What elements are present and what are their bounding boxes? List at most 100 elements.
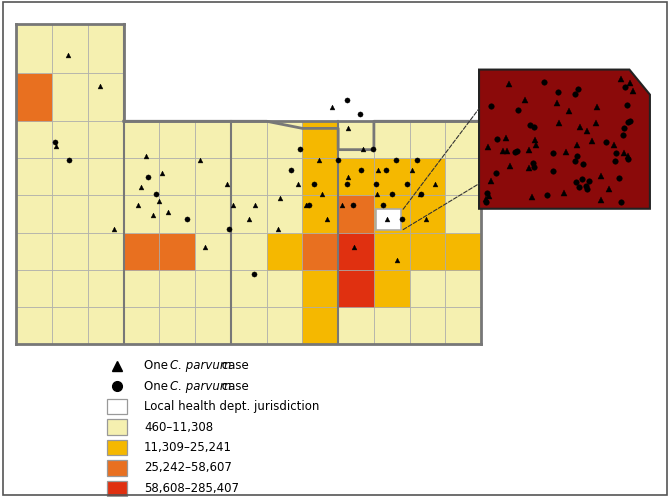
- Bar: [159, 233, 195, 270]
- Bar: [409, 195, 446, 233]
- Text: 11,309–25,241: 11,309–25,241: [144, 441, 232, 454]
- Bar: [88, 73, 124, 121]
- Bar: [338, 233, 374, 270]
- Bar: [338, 159, 374, 195]
- Bar: [107, 481, 127, 496]
- Bar: [159, 159, 195, 195]
- Bar: [124, 195, 159, 233]
- Bar: [124, 159, 159, 195]
- Bar: [195, 121, 231, 159]
- Bar: [267, 159, 302, 195]
- Bar: [302, 121, 338, 159]
- Bar: [231, 233, 267, 270]
- Bar: [17, 195, 52, 233]
- Bar: [267, 270, 302, 307]
- Bar: [302, 307, 338, 344]
- Text: case: case: [218, 380, 249, 393]
- Bar: [124, 307, 159, 344]
- Bar: [88, 307, 124, 344]
- Text: One: One: [144, 359, 172, 372]
- Bar: [17, 159, 52, 195]
- Bar: [231, 159, 267, 195]
- Bar: [267, 307, 302, 344]
- Bar: [159, 195, 195, 233]
- Bar: [446, 270, 481, 307]
- Bar: [338, 195, 374, 233]
- Bar: [446, 195, 481, 233]
- Bar: [17, 24, 52, 73]
- Bar: [374, 121, 409, 159]
- Bar: [107, 419, 127, 435]
- Text: C. parvum: C. parvum: [170, 359, 231, 372]
- Bar: [302, 233, 338, 270]
- Bar: [302, 195, 338, 233]
- Bar: [17, 307, 52, 344]
- Bar: [409, 159, 446, 195]
- Bar: [446, 159, 481, 195]
- Bar: [231, 270, 267, 307]
- Bar: [446, 121, 481, 159]
- Bar: [338, 233, 374, 270]
- Bar: [52, 73, 88, 121]
- Bar: [409, 307, 446, 344]
- Bar: [107, 440, 127, 455]
- Bar: [17, 73, 52, 121]
- Bar: [52, 195, 88, 233]
- Bar: [88, 159, 124, 195]
- Bar: [409, 270, 446, 307]
- Bar: [159, 307, 195, 344]
- Bar: [52, 159, 88, 195]
- Bar: [374, 233, 409, 270]
- Bar: [374, 159, 409, 195]
- Bar: [376, 209, 401, 230]
- Bar: [374, 195, 409, 233]
- Bar: [107, 460, 127, 476]
- Bar: [338, 121, 374, 159]
- Bar: [374, 307, 409, 344]
- Bar: [267, 195, 302, 233]
- Bar: [52, 307, 88, 344]
- Bar: [88, 24, 124, 73]
- Bar: [195, 233, 231, 270]
- Bar: [88, 233, 124, 270]
- Bar: [52, 121, 88, 159]
- Bar: [159, 121, 195, 159]
- Bar: [52, 270, 88, 307]
- Bar: [159, 270, 195, 307]
- Bar: [124, 270, 159, 307]
- Text: 25,242–58,607: 25,242–58,607: [144, 461, 232, 475]
- Bar: [17, 270, 52, 307]
- Bar: [267, 121, 302, 159]
- Bar: [231, 121, 267, 159]
- Bar: [409, 121, 446, 159]
- Text: case: case: [218, 359, 249, 372]
- Bar: [107, 399, 127, 414]
- Bar: [338, 270, 374, 307]
- Text: 460–11,308: 460–11,308: [144, 420, 213, 433]
- Bar: [17, 233, 52, 270]
- Bar: [124, 233, 159, 270]
- Text: C. parvum: C. parvum: [170, 380, 231, 393]
- Bar: [338, 270, 374, 307]
- Bar: [231, 307, 267, 344]
- Polygon shape: [479, 70, 650, 209]
- Bar: [88, 121, 124, 159]
- Bar: [17, 121, 52, 159]
- Bar: [124, 121, 159, 159]
- Bar: [302, 270, 338, 307]
- Bar: [88, 270, 124, 307]
- Text: 58,608–285,407: 58,608–285,407: [144, 482, 239, 495]
- Bar: [52, 24, 88, 73]
- Bar: [88, 195, 124, 233]
- Bar: [195, 307, 231, 344]
- Text: Local health dept. jurisdiction: Local health dept. jurisdiction: [144, 400, 320, 413]
- Bar: [374, 270, 409, 307]
- Bar: [195, 195, 231, 233]
- Bar: [409, 233, 446, 270]
- Bar: [446, 307, 481, 344]
- Bar: [195, 270, 231, 307]
- Bar: [195, 159, 231, 195]
- Bar: [52, 233, 88, 270]
- Bar: [338, 307, 374, 344]
- Bar: [446, 233, 481, 270]
